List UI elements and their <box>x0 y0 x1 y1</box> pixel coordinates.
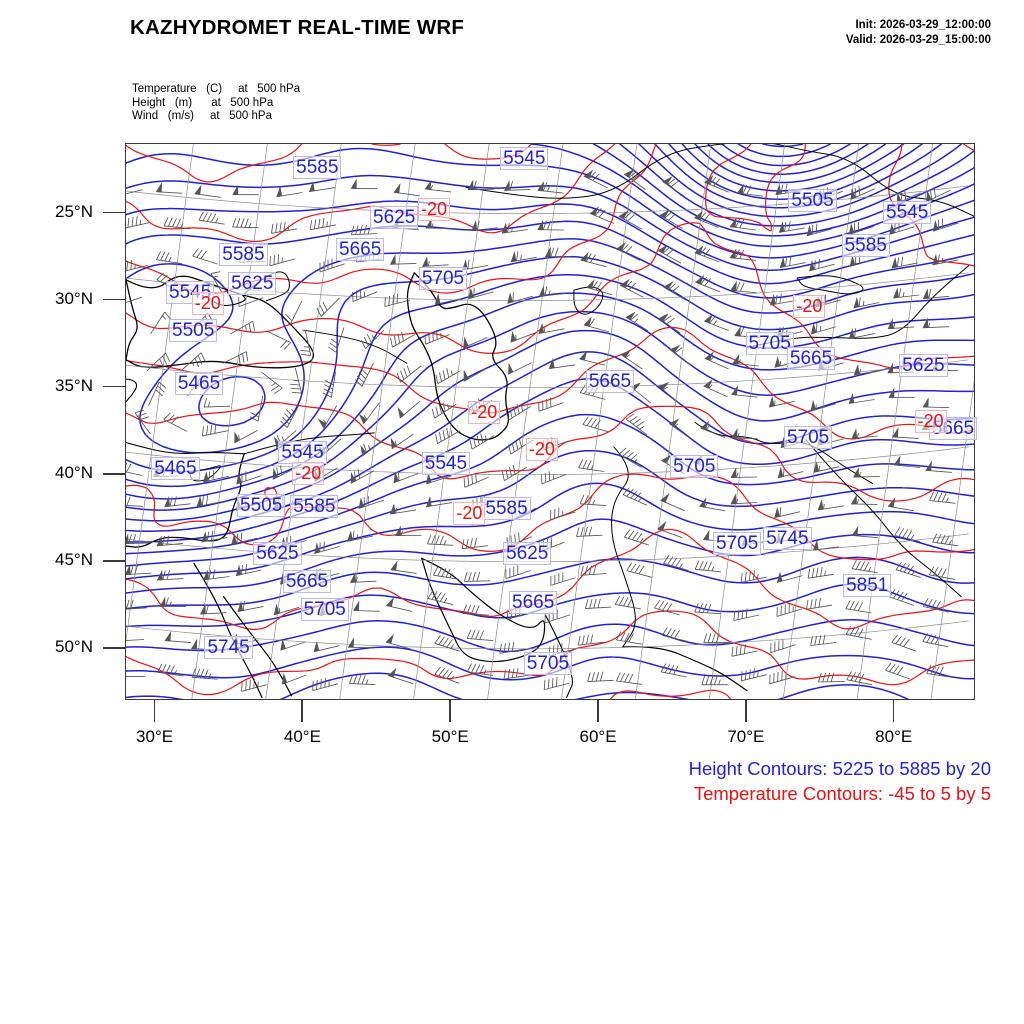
lon-axis-label: 30°E <box>136 727 174 746</box>
height-contour-label: 5545 <box>500 147 549 171</box>
legend-height-contours: Height Contours: 5225 to 5885 by 20 <box>688 758 991 779</box>
lat-axis-label: 25°N <box>55 201 93 221</box>
temperature-contour-label: -20 <box>417 197 450 221</box>
lon-tick <box>301 700 304 722</box>
height-contour-label: 5465 <box>151 456 200 480</box>
map-frame <box>125 143 975 700</box>
height-contour-label: 5545 <box>421 451 471 475</box>
lat-axis-label: 50°N <box>55 636 93 656</box>
height-contour-label: 5705 <box>523 651 573 675</box>
height-contour-label: 5665 <box>282 570 332 594</box>
temperature-contour-label: -20 <box>468 401 501 425</box>
height-contour-label: 5745 <box>763 526 812 550</box>
lat-axis-label: 35°N <box>55 375 93 395</box>
field-info-block: Temperature (C) at 500 hPa Height (m) at… <box>132 83 300 124</box>
lon-axis-label: 50°E <box>431 727 469 746</box>
height-contour-label: 5665 <box>786 347 836 371</box>
height-contour-label: 5625 <box>370 206 419 230</box>
map-panel <box>125 143 975 700</box>
lat-tick <box>103 559 125 562</box>
height-contour-label: 5585 <box>482 497 531 521</box>
lat-tick <box>103 298 125 301</box>
legend-temperature-contours: Temperature Contours: -45 to 5 by 5 <box>693 783 991 804</box>
height-contour-label: 5665 <box>585 369 635 393</box>
height-contour-label: 5705 <box>300 597 349 621</box>
height-contour-label: 5585 <box>290 495 339 519</box>
lat-axis-label: 45°N <box>55 549 93 569</box>
height-contour-label: 5625 <box>503 542 552 566</box>
lon-tick <box>597 700 599 722</box>
height-contour-label: 5745 <box>204 636 253 660</box>
temperature-contour-label: -20 <box>292 462 325 486</box>
height-contour-label: 5705 <box>745 331 794 355</box>
height-contour-label: 5505 <box>237 493 286 517</box>
valid-time-label: Valid: 2026-03-29_15:00:00 <box>845 33 991 46</box>
init-time-label: Init: 2026-03-29_12:00:00 <box>855 19 991 31</box>
height-contour-label: 5585 <box>293 155 342 179</box>
height-contour-label: 5705 <box>418 267 468 291</box>
field-info-wind: Wind (m/s) at 500 hPa <box>132 110 272 123</box>
height-contour-label: 5705 <box>670 455 719 479</box>
temperature-contour-label: -20 <box>793 295 826 319</box>
temperature-contour-label: -20 <box>453 502 486 526</box>
model-timestamp-block: Init: 2026-03-29_12:00:00 Valid: 2026-03… <box>846 18 991 47</box>
lon-axis-label: 40°E <box>283 727 321 746</box>
page-title: KAZHYDROMET REAL-TIME WRF <box>130 16 465 39</box>
lat-tick <box>103 472 125 475</box>
lon-axis-label: 70°E <box>727 727 765 746</box>
height-contour-label: 5545 <box>883 201 932 225</box>
field-info-temperature: Temperature (C) at 500 hPa <box>132 83 301 95</box>
height-contour-label: 5665 <box>509 591 558 615</box>
field-info-height: Height (m) at 500 hPa <box>132 96 274 109</box>
map-contour-canvas <box>126 144 974 699</box>
height-contour-label: 5625 <box>253 542 302 566</box>
height-contour-label: 5705 <box>713 531 762 555</box>
lon-axis-label: 80°E <box>875 727 913 746</box>
lat-axis-label: 40°N <box>55 462 93 482</box>
height-contour-label: 5625 <box>899 354 948 378</box>
lon-tick <box>744 700 747 722</box>
lon-tick <box>892 700 895 722</box>
height-contour-label: 5585 <box>219 242 268 266</box>
temperature-contour-label: -20 <box>914 410 947 433</box>
lon-tick <box>153 700 156 722</box>
lon-axis-label: 60°E <box>579 727 617 746</box>
lat-tick <box>103 385 125 388</box>
height-contour-label: 5625 <box>228 272 277 296</box>
lat-axis-label: 30°N <box>55 288 93 308</box>
height-contour-label: 5585 <box>841 234 890 258</box>
temperature-contour-label: -20 <box>191 291 224 315</box>
temperature-contour-label: -20 <box>525 437 558 461</box>
lat-tick <box>103 211 125 214</box>
height-contour-label: 5465 <box>174 371 224 395</box>
height-contour-label: 5851 <box>843 573 892 597</box>
height-contour-label: 5665 <box>336 237 385 261</box>
height-contour-label: 5705 <box>783 425 833 449</box>
height-contour-label: 5545 <box>278 441 327 465</box>
height-contour-label: 5505 <box>788 188 837 212</box>
lat-tick <box>103 646 125 649</box>
lon-tick <box>449 700 451 722</box>
height-contour-label: 5505 <box>169 319 218 343</box>
